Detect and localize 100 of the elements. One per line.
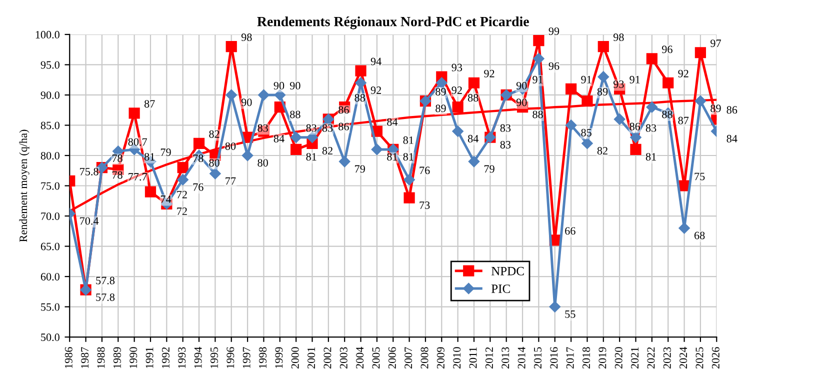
point [210, 168, 221, 180]
data-label: 91 [532, 76, 543, 84]
data-label: 55 [565, 310, 576, 318]
data-label: 80 [225, 142, 236, 150]
data-label: 78 [193, 154, 204, 162]
data-label: 66 [565, 227, 576, 235]
data-label: 81 [403, 153, 414, 161]
y-tick-label: 65.0 [40, 242, 60, 250]
data-label: 92 [678, 70, 688, 78]
y-axis-title: Rendement moyen (q/ha) [19, 130, 30, 242]
point [468, 77, 480, 88]
chart-title: Rendements Régionaux Nord-PdC et Picardie [257, 16, 529, 30]
data-label: 81 [387, 153, 398, 161]
data-label: 83 [500, 140, 511, 148]
point [404, 174, 415, 186]
data-label: 92 [484, 70, 494, 78]
x-tick-label: 1997 [242, 347, 250, 368]
data-label: 82 [597, 147, 608, 155]
data-label: 86 [726, 106, 738, 114]
point [533, 53, 544, 64]
point [258, 89, 270, 101]
x-tick-label: 2012 [485, 347, 493, 368]
point [193, 138, 205, 149]
data-label: 80 [258, 159, 268, 167]
x-tick-label: 2001 [308, 347, 316, 368]
data-label: 81 [144, 153, 154, 161]
point [306, 132, 318, 143]
data-label: 99 [548, 28, 560, 35]
point [630, 144, 642, 156]
x-tick-label: 2018 [582, 347, 590, 368]
point [242, 150, 254, 162]
data-label: 88 [532, 110, 543, 118]
y-tick-label: 85.0 [40, 122, 60, 130]
data-label: 89 [436, 88, 446, 96]
point [598, 41, 609, 52]
y-tick-label: 75.0 [41, 182, 60, 190]
data-label: 84 [468, 134, 478, 142]
x-tick-label: 2008 [420, 347, 428, 368]
point [404, 192, 415, 204]
data-label: 83 [258, 124, 268, 132]
x-tick-label: 2015 [534, 347, 542, 368]
data-label: 70.4 [80, 217, 99, 225]
data-label: 83 [646, 124, 656, 132]
data-label: 78 [112, 154, 122, 162]
data-label: 81 [403, 136, 414, 144]
data-label: 75 [694, 172, 705, 180]
point [549, 301, 560, 312]
x-tick-label: 1993 [178, 347, 186, 368]
data-label: 72 [177, 208, 187, 215]
point [355, 65, 366, 76]
data-label: 82 [322, 147, 332, 155]
x-tick-label: 2024 [680, 346, 688, 368]
x-tick-label: 1998 [259, 347, 266, 368]
point [582, 95, 593, 107]
data-label: 90 [274, 82, 284, 90]
point [274, 89, 286, 101]
data-label: 84 [274, 134, 284, 142]
data-label: 93 [613, 80, 624, 88]
point [338, 156, 350, 168]
data-label: 87 [678, 116, 689, 124]
point [468, 156, 480, 168]
point [452, 102, 464, 113]
x-tick-label: 1995 [210, 347, 218, 368]
x-tick-label: 2022 [647, 347, 655, 368]
point [452, 126, 464, 137]
x-tick-label: 2005 [372, 347, 380, 368]
data-label: 72 [177, 190, 187, 198]
data-label: 79 [355, 165, 365, 173]
data-label: 88 [468, 94, 478, 102]
data-label: 88 [354, 94, 366, 102]
data-label: 88 [662, 110, 672, 118]
x-tick-label: 2010 [453, 347, 461, 368]
data-label: 73 [420, 202, 430, 209]
x-tick-label: 1990 [130, 347, 138, 368]
x-tick-label: 2004 [356, 346, 364, 368]
y-tick-label: 95.0 [40, 61, 60, 69]
x-tick-label: 2009 [436, 347, 444, 368]
point [177, 174, 188, 186]
data-label: 57.8 [96, 276, 115, 284]
x-tick-label: 1992 [162, 347, 170, 368]
x-tick-label: 2006 [388, 347, 396, 368]
data-label: 80 [209, 159, 220, 167]
x-tick-label: 1991 [146, 347, 154, 368]
x-tick-label: 2013 [502, 347, 510, 368]
data-label: 90 [516, 98, 527, 106]
data-label: 96 [548, 62, 560, 70]
data-label: 96 [662, 46, 672, 54]
x-tick-label: 1999 [275, 347, 283, 368]
data-label: 76 [420, 166, 430, 174]
data-label: 90 [516, 82, 527, 90]
data-label: 79 [160, 148, 171, 156]
x-tick-label: 1996 [226, 347, 234, 368]
data-label: 80.7 [128, 138, 147, 146]
y-tick-label: 60.0 [40, 272, 60, 281]
x-tick-label: 1989 [113, 347, 121, 368]
data-label: 84 [387, 118, 398, 126]
point [678, 222, 690, 234]
point [565, 120, 577, 131]
data-label: 82 [209, 130, 220, 138]
x-tick-label: 2017 [566, 347, 574, 368]
